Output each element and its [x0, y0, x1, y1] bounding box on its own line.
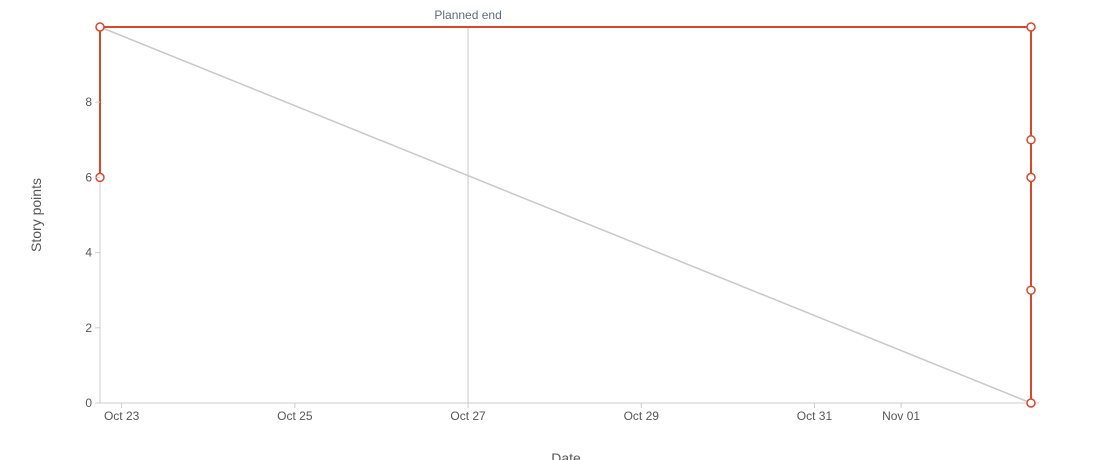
- x-tick-label: Oct 29: [624, 409, 660, 423]
- data-point[interactable]: [1026, 135, 1036, 145]
- planned-end-label: Planned end: [434, 8, 501, 22]
- data-point[interactable]: [1026, 172, 1036, 183]
- ideal-burndown-line: [99, 26, 1032, 404]
- data-point[interactable]: [1026, 22, 1036, 32]
- axes-layer: [99, 24, 1039, 404]
- x-axis-title: Date: [551, 450, 581, 460]
- data-point[interactable]: [95, 22, 105, 32]
- points-layer: [95, 22, 1036, 408]
- x-tick-label: Nov 01: [882, 409, 920, 423]
- x-tick-label: Oct 23: [104, 409, 140, 423]
- y-tick-label: 8: [85, 95, 92, 109]
- annotation-layer: Planned end: [434, 8, 502, 403]
- ticks-layer: 0 2 4 6 8 Oct 23 Oct 25 Oct 27 Oct 29 Oct 31 Nov 0…: [85, 95, 920, 423]
- data-point[interactable]: [1026, 398, 1036, 408]
- y-axis-title: Story points: [28, 178, 44, 252]
- x-tick-label: Oct 27: [450, 409, 486, 423]
- x-tick-label: Oct 25: [277, 409, 313, 423]
- y-tick-label: 2: [85, 321, 92, 335]
- series-layer: [99, 26, 1032, 404]
- y-tick-label: 6: [85, 170, 92, 184]
- x-tick-label: Oct 31: [797, 409, 833, 423]
- y-tick-label: 0: [85, 396, 92, 410]
- y-tick-label: 4: [85, 246, 92, 260]
- data-point[interactable]: [1026, 285, 1036, 295]
